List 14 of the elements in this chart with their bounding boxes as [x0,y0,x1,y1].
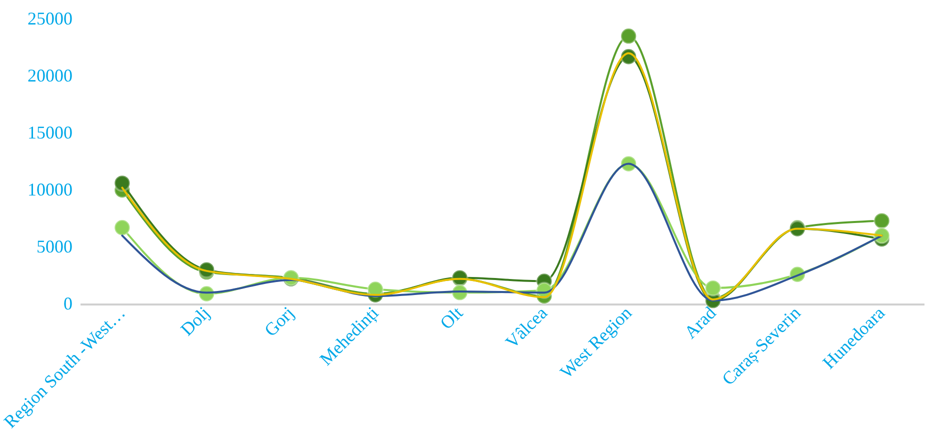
y-tick-label: 25000 [28,8,72,28]
x-tick-label: Dolj [176,302,214,340]
x-tick-label: Olt [436,302,467,334]
y-tick-label: 15000 [28,122,72,142]
point [873,212,890,230]
y-tick-label: 10000 [28,180,72,200]
y-tick-label: 20000 [28,66,72,86]
point [704,279,722,297]
x-tick-label: Gorj [260,302,298,340]
point [114,219,131,236]
y-tick-label: 5000 [36,236,72,256]
point [114,174,131,192]
y-tick-label: 0 [64,294,72,314]
point [620,28,638,45]
